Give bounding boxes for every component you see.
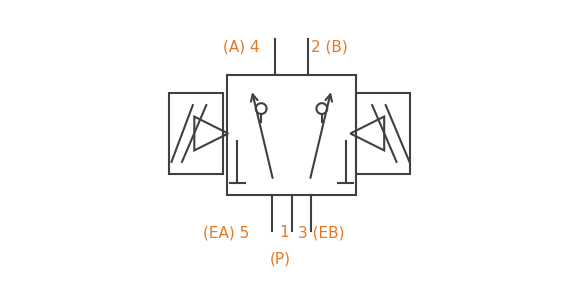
- Bar: [356, 93, 410, 174]
- Text: (A) 4: (A) 4: [223, 39, 260, 54]
- Bar: [227, 75, 356, 195]
- Text: 2 (B): 2 (B): [311, 39, 347, 54]
- Text: (EA) 5: (EA) 5: [203, 225, 250, 240]
- Bar: [168, 93, 223, 174]
- Text: 1: 1: [279, 225, 289, 240]
- Text: 3 (EB): 3 (EB): [297, 225, 344, 240]
- Text: (P): (P): [270, 252, 291, 267]
